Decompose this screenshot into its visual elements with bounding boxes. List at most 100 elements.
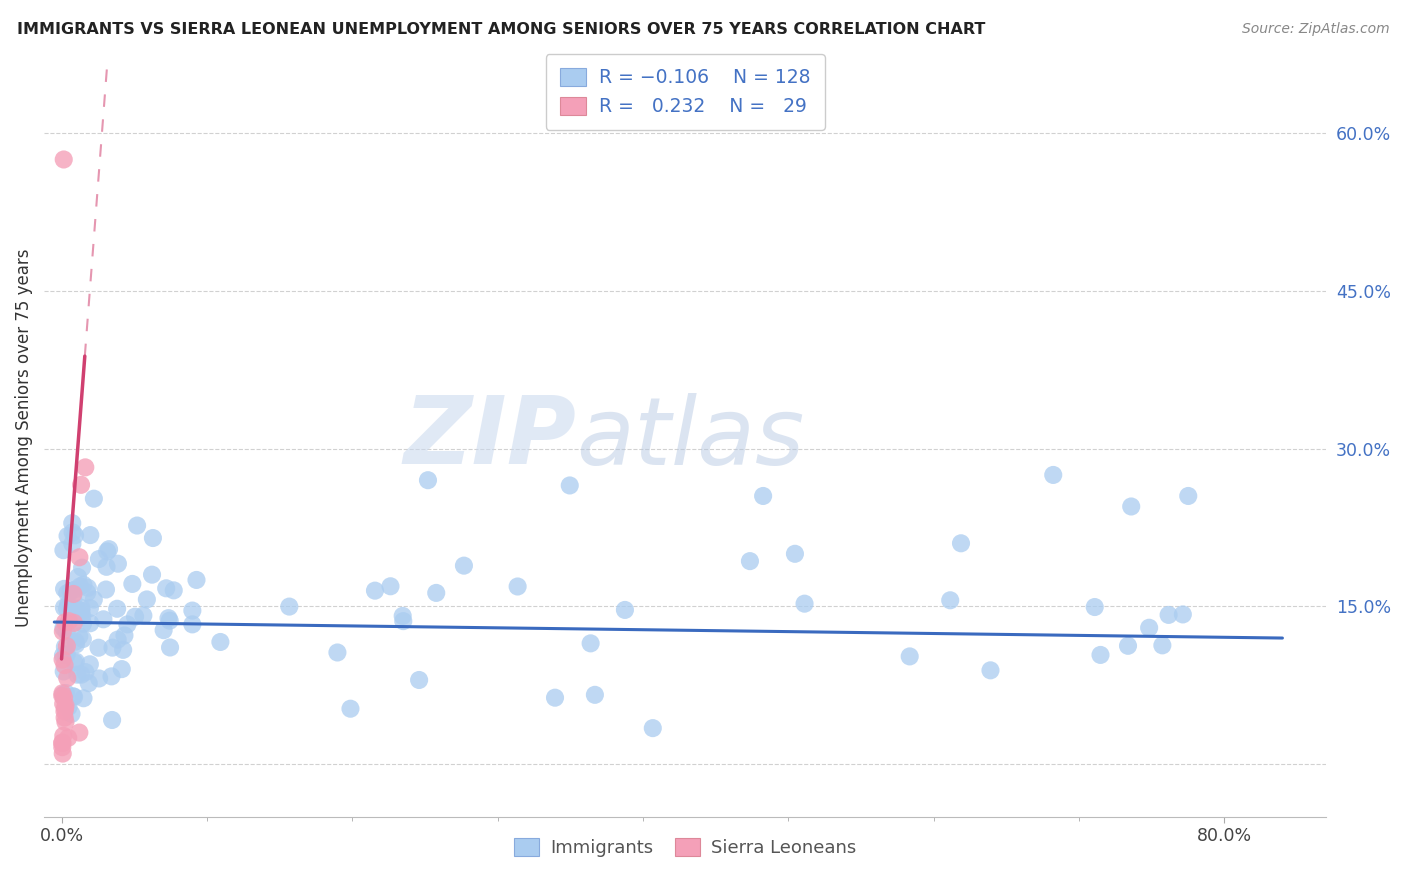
Point	[181, 617, 204, 632]
Point	[100, 669, 122, 683]
Point	[62, 690, 84, 704]
Point	[141, 567, 163, 582]
Point	[65, 634, 87, 648]
Point	[76, 581, 98, 595]
Point	[56, 639, 79, 653]
Point	[51, 689, 73, 703]
Point	[326, 645, 349, 659]
Point	[380, 579, 402, 593]
Point	[52, 648, 75, 663]
Point	[408, 673, 430, 687]
Point	[209, 635, 232, 649]
Point	[364, 583, 387, 598]
Point	[453, 558, 475, 573]
Point	[69, 579, 91, 593]
Point	[63, 605, 86, 619]
Point	[72, 691, 94, 706]
Point	[783, 547, 806, 561]
Point	[544, 690, 567, 705]
Point	[56, 731, 79, 745]
Point	[101, 713, 124, 727]
Point	[163, 583, 186, 598]
Point	[67, 725, 90, 739]
Point	[121, 577, 143, 591]
Point	[107, 632, 129, 647]
Point	[52, 621, 75, 635]
Point	[1171, 607, 1194, 622]
Point	[52, 652, 75, 666]
Point	[159, 640, 181, 655]
Point	[391, 608, 413, 623]
Point	[65, 602, 87, 616]
Point	[157, 611, 180, 625]
Point	[55, 714, 77, 729]
Point	[949, 536, 972, 550]
Point	[70, 600, 93, 615]
Point	[56, 671, 79, 685]
Point	[75, 665, 97, 679]
Point	[79, 601, 101, 615]
Point	[66, 667, 89, 681]
Point	[67, 629, 90, 643]
Point	[898, 649, 921, 664]
Point	[53, 640, 76, 654]
Point	[1090, 648, 1112, 662]
Point	[60, 516, 83, 530]
Point	[72, 609, 94, 624]
Point	[105, 601, 128, 615]
Point	[979, 663, 1001, 677]
Point	[72, 577, 94, 591]
Point	[53, 704, 76, 718]
Point	[94, 582, 117, 597]
Point	[186, 573, 208, 587]
Point	[59, 584, 82, 599]
Y-axis label: Unemployment Among Seniors over 75 years: Unemployment Among Seniors over 75 years	[15, 249, 32, 627]
Point	[53, 582, 76, 596]
Point	[132, 608, 155, 623]
Point	[60, 537, 83, 551]
Point	[87, 552, 110, 566]
Point	[752, 489, 775, 503]
Point	[70, 667, 93, 681]
Text: atlas: atlas	[576, 392, 804, 483]
Point	[1157, 607, 1180, 622]
Text: ZIP: ZIP	[404, 392, 576, 484]
Point	[79, 528, 101, 542]
Point	[738, 554, 761, 568]
Point	[558, 478, 581, 492]
Point	[127, 518, 149, 533]
Point	[641, 721, 664, 735]
Point	[117, 617, 139, 632]
Point	[70, 478, 93, 492]
Point	[112, 643, 135, 657]
Point	[425, 586, 447, 600]
Point	[52, 665, 75, 679]
Point	[87, 672, 110, 686]
Point	[83, 592, 105, 607]
Point	[56, 586, 79, 600]
Point	[83, 491, 105, 506]
Point	[98, 542, 121, 557]
Point	[1177, 489, 1199, 503]
Point	[52, 747, 75, 761]
Point	[111, 662, 134, 676]
Text: Source: ZipAtlas.com: Source: ZipAtlas.com	[1241, 22, 1389, 37]
Point	[55, 698, 77, 713]
Point	[135, 592, 157, 607]
Point	[181, 604, 204, 618]
Point	[124, 609, 146, 624]
Point	[62, 587, 84, 601]
Point	[107, 557, 129, 571]
Point	[63, 528, 86, 542]
Point	[939, 593, 962, 607]
Point	[76, 585, 98, 599]
Point	[58, 597, 80, 611]
Point	[159, 614, 181, 628]
Point	[87, 640, 110, 655]
Point	[52, 697, 75, 711]
Point	[793, 597, 815, 611]
Point	[63, 690, 86, 704]
Point	[75, 460, 97, 475]
Point	[70, 560, 93, 574]
Point	[79, 616, 101, 631]
